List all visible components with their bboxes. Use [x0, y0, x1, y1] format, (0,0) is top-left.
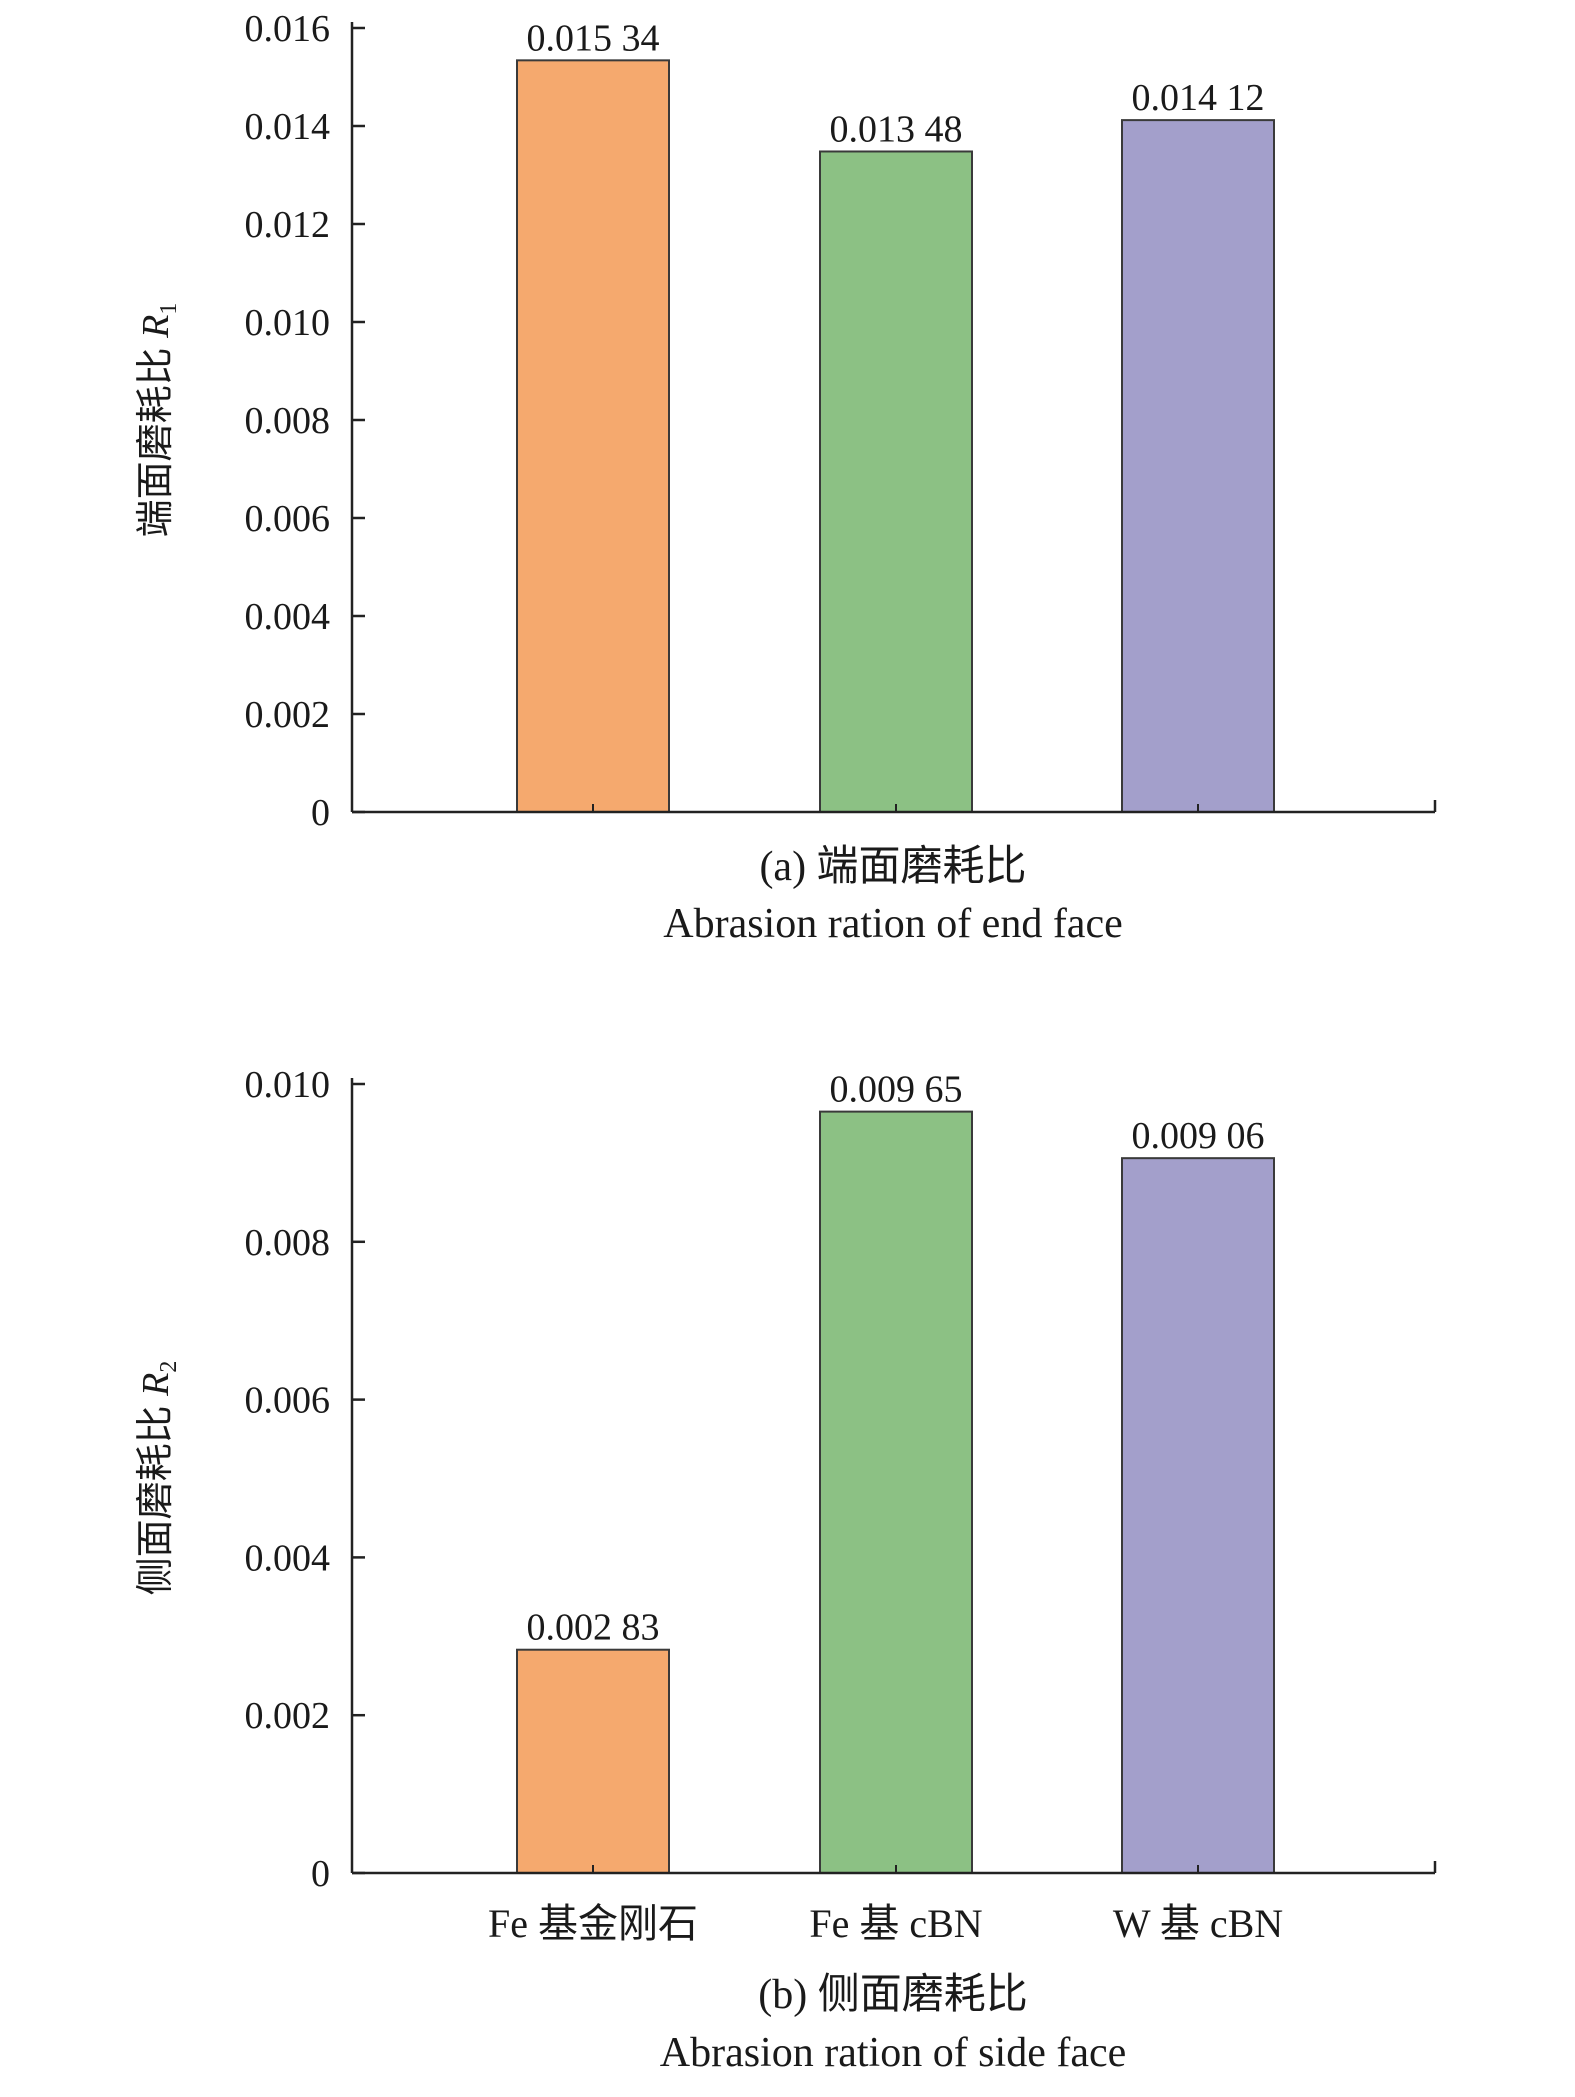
bar-1 — [516, 1648, 670, 1875]
y-tick-label: 0.012 — [245, 204, 331, 246]
y-tick-label: 0.006 — [245, 498, 331, 540]
y-axis-label: 侧面磨耗比 R2 — [135, 1361, 182, 1596]
y-tick-label: 0 — [311, 1853, 330, 1895]
data-label-1: 0.002 83 — [527, 1607, 660, 1649]
y-tick-label: 0.002 — [245, 694, 331, 736]
data-label-3: 0.014 12 — [1132, 77, 1265, 119]
y-tick-label: 0.004 — [245, 1537, 331, 1579]
category-label-2: Fe 基 cBN — [809, 1901, 982, 1946]
bar-3 — [1121, 1157, 1275, 1874]
caption-en: Abrasion ration of end face — [663, 901, 1122, 947]
y-tick-label: 0 — [311, 792, 330, 834]
caption-en: Abrasion ration of side face — [660, 2030, 1127, 2076]
y-tick-label: 0.010 — [245, 302, 331, 344]
chart-panel-1: 0.015 34 0.013 48 0.014 12 0 0.002 0.004 0.006… — [135, 8, 1437, 947]
y-tick-label: 0.004 — [245, 596, 331, 638]
caption-zh: (b) 侧面磨耗比 — [758, 1972, 1027, 2018]
data-label-3: 0.009 06 — [1132, 1115, 1265, 1157]
y-tick-label: 0.016 — [245, 8, 331, 50]
category-label-1: Fe 基金刚石 — [488, 1901, 698, 1946]
bar-2 — [819, 1110, 973, 1874]
bar-3 — [1121, 119, 1275, 814]
caption-zh: (a) 端面磨耗比 — [759, 844, 1026, 890]
y-tick-label: 0.002 — [245, 1695, 331, 1737]
y-tick-label: 0.010 — [245, 1064, 331, 1106]
bar-1 — [516, 59, 670, 813]
data-label-2: 0.013 48 — [830, 108, 963, 150]
y-tick-label: 0.006 — [245, 1380, 331, 1422]
y-tick-label: 0.008 — [245, 1222, 331, 1264]
data-label-2: 0.009 65 — [830, 1069, 963, 1111]
category-label-3: W 基 cBN — [1113, 1901, 1283, 1946]
y-tick-label: 0.014 — [245, 106, 331, 148]
y-tick-label: 0.008 — [245, 400, 331, 442]
y-axis-label: 端面磨耗比 R1 — [135, 303, 182, 538]
bar-2 — [819, 150, 973, 814]
chart-panel-2: 0.002 83 Fe 基金刚石 0.009 65 Fe 基 cBN 0.009 06 W… — [135, 1064, 1437, 2076]
data-label-1: 0.015 34 — [527, 17, 660, 59]
